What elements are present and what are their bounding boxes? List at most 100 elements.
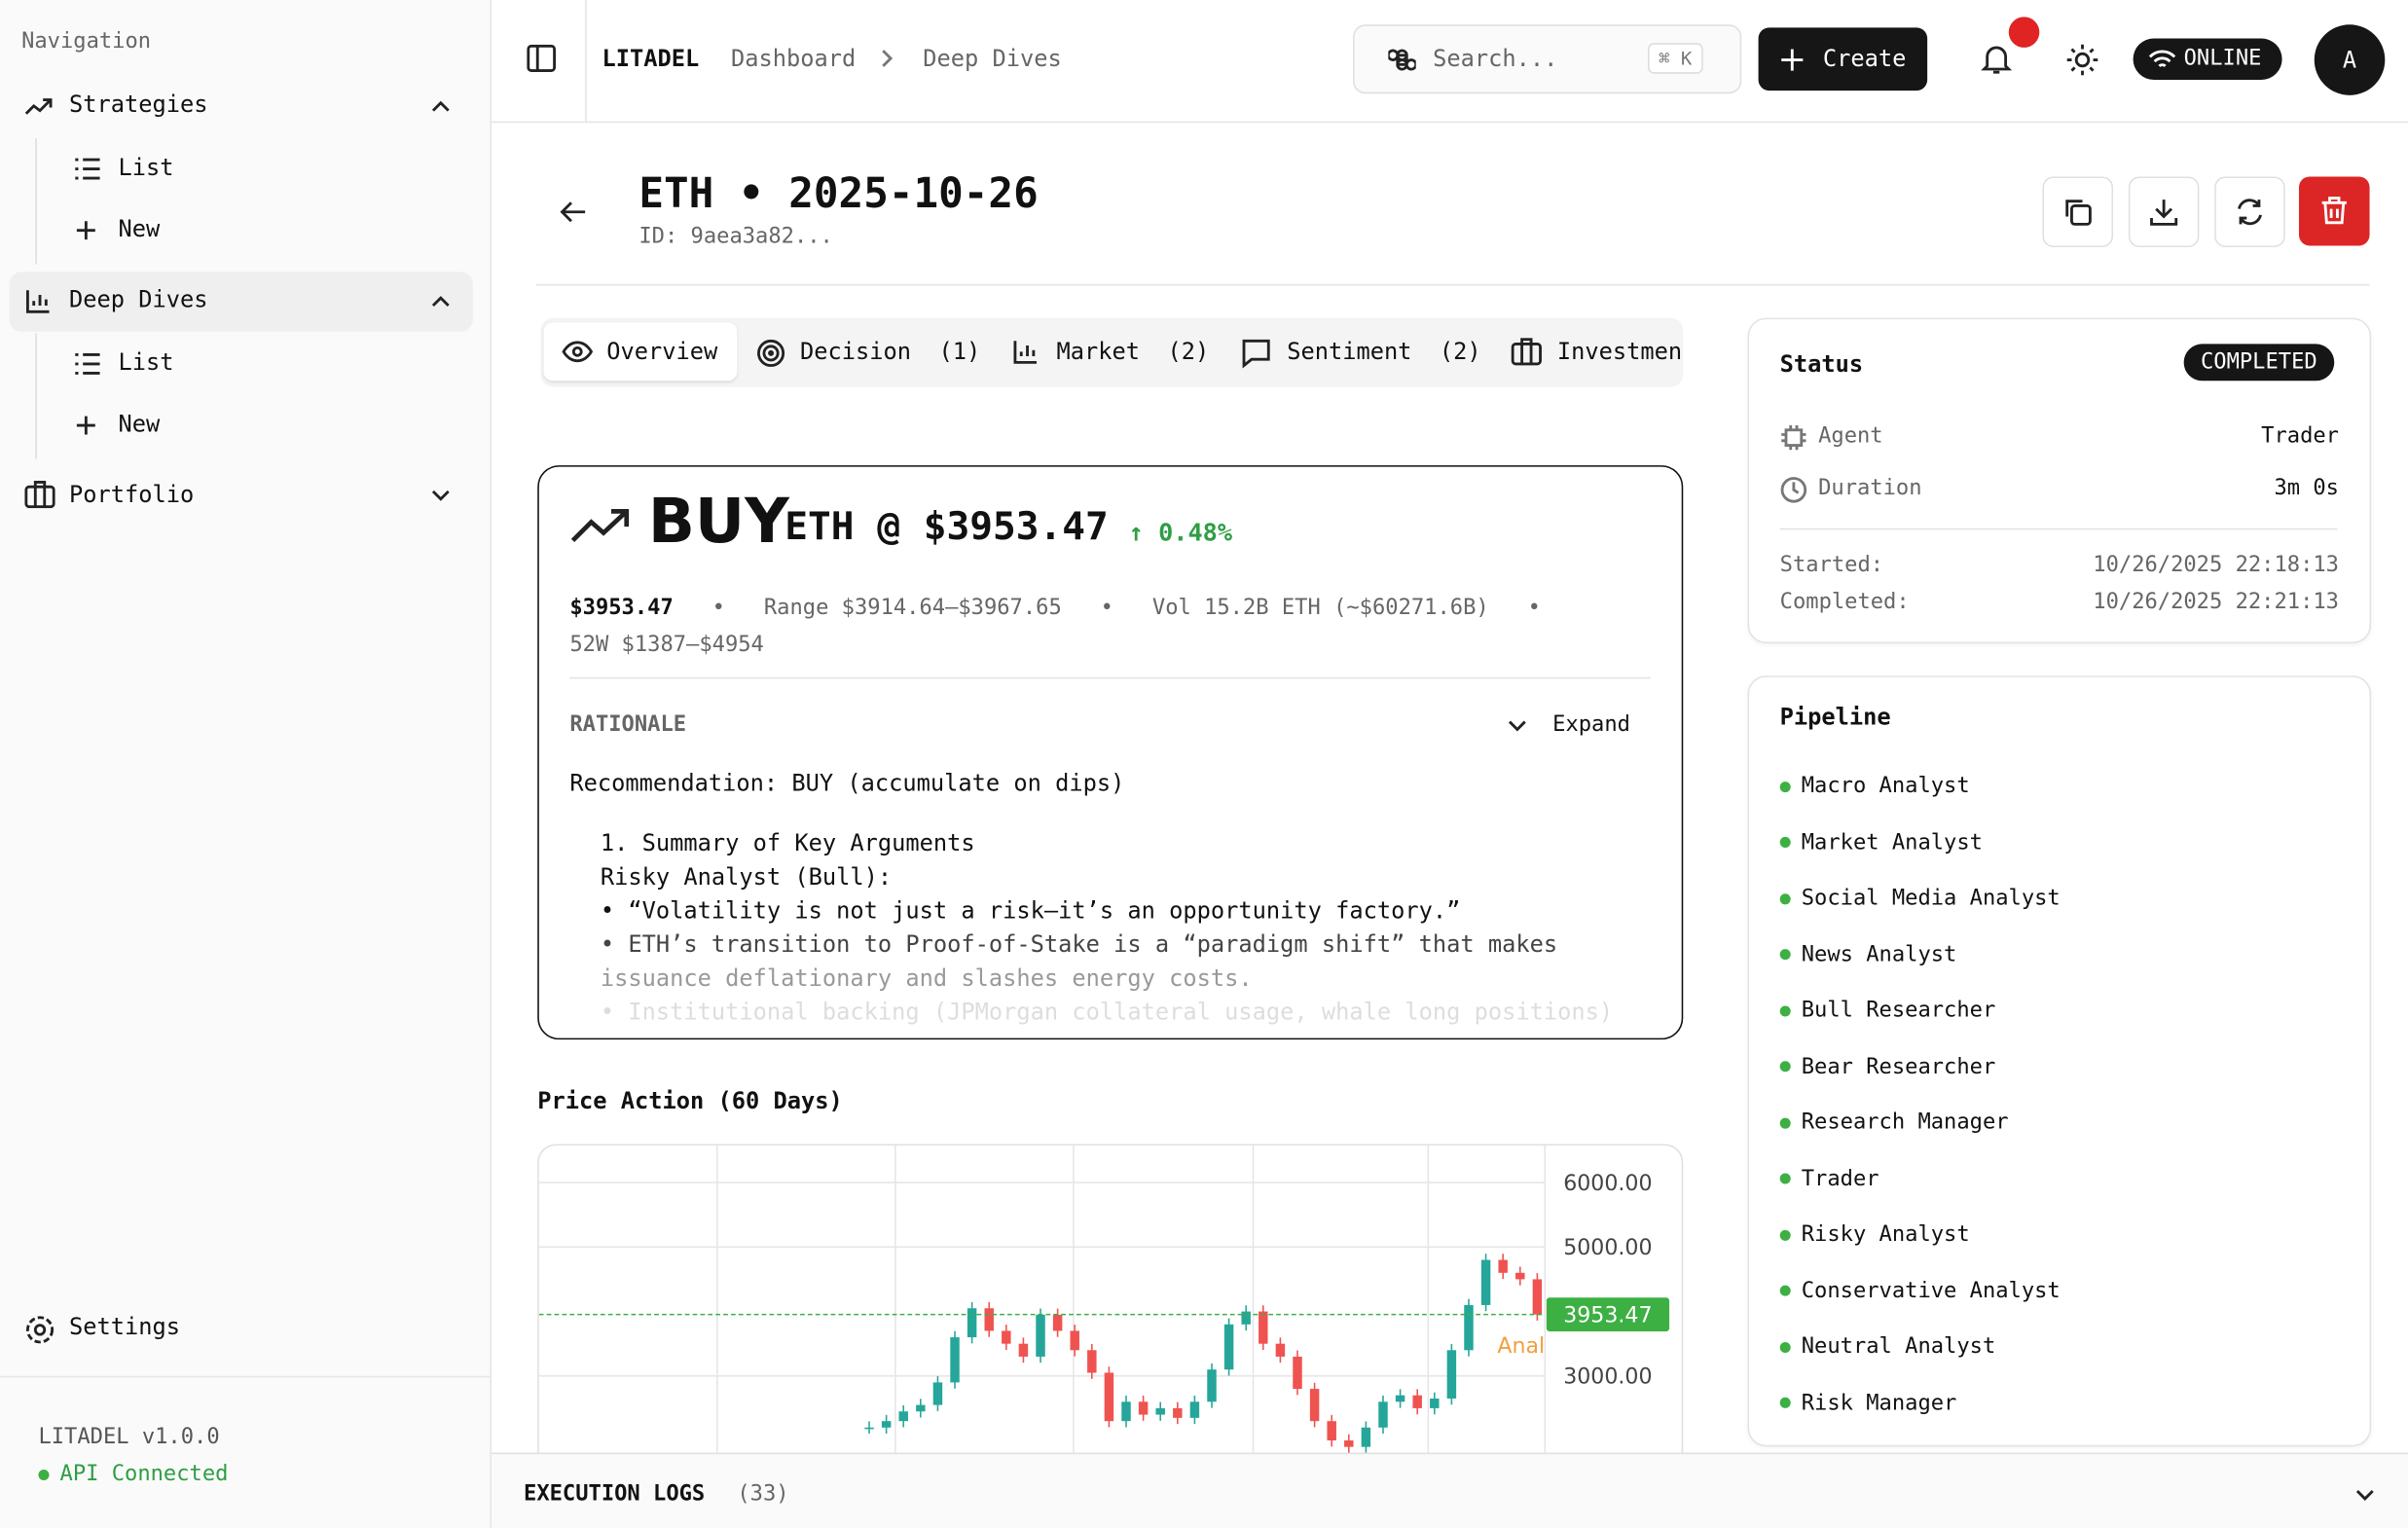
volume: Vol 15.2B ETH (~$60271.6B) (1151, 596, 1489, 621)
nav-item[interactable]: Portfolio (69, 480, 195, 509)
candle (1138, 1395, 1149, 1421)
candle (1480, 1254, 1491, 1312)
candle (1241, 1305, 1251, 1331)
candle (1309, 1382, 1320, 1428)
create-text: Create (1822, 44, 1907, 73)
duration-label: Duration (1818, 476, 1922, 501)
tab[interactable]: Overview (606, 338, 718, 366)
create-button[interactable]: Create (1758, 27, 1928, 91)
rationale-line: 1. Summary of Key Arguments (600, 829, 975, 857)
pipeline-step: Risk Manager (1779, 1391, 1956, 1415)
completed: 10/26/2025 22:21:13 (2093, 589, 2339, 615)
candle (1189, 1395, 1200, 1425)
rationale-line: • Institutional backing (JPMorgan collat… (600, 998, 1614, 1026)
nav-item[interactable]: New (118, 410, 161, 438)
step-dot (1779, 949, 1791, 961)
candle-body (1138, 1401, 1149, 1415)
candle-body (1155, 1407, 1165, 1415)
candle (932, 1376, 943, 1411)
candle (1070, 1325, 1079, 1357)
step-dot (1779, 1061, 1791, 1073)
candle (898, 1404, 908, 1428)
search-placeholder: Search... (1433, 44, 1558, 73)
candle (1275, 1337, 1286, 1364)
candle (1223, 1318, 1234, 1376)
delete-button[interactable] (2298, 176, 2370, 246)
pipeline-step: Trader (1779, 1166, 1879, 1191)
step-label: Social Media Analyst (1801, 886, 2061, 911)
sidebar: Navigation Strategies List New Deep Dive… (0, 0, 492, 1528)
agent: Trader (2261, 423, 2339, 449)
candle (916, 1399, 926, 1418)
candle (1052, 1308, 1063, 1337)
tab[interactable]: Decision (1) (800, 338, 981, 366)
pipeline-step: Bull Researcher (1779, 999, 1995, 1023)
tabs: Overview Decision (1) Market (2) Sentime… (540, 317, 1684, 387)
step-label: Risky Analyst (1801, 1221, 1970, 1248)
download-button[interactable] (2128, 176, 2200, 248)
candle-body (984, 1308, 994, 1331)
brand[interactable]: LITADEL (602, 44, 700, 73)
candle-body (1189, 1401, 1200, 1418)
step-label: Conservative Analyst (1801, 1278, 2061, 1303)
candle-body (1104, 1372, 1114, 1422)
nav-item[interactable]: List (118, 348, 174, 377)
completed-label: Completed: (1779, 589, 1910, 615)
candle-body (881, 1421, 892, 1428)
candle (984, 1301, 994, 1337)
candle-body (1498, 1259, 1508, 1273)
step-dot (1779, 1397, 1791, 1408)
candle-body (1480, 1259, 1491, 1305)
avatar[interactable]: A (2314, 24, 2386, 95)
step-dot (1779, 836, 1791, 848)
y-tick-label: 6000.00 (1563, 1172, 1652, 1196)
step-label: Macro Analyst (1801, 774, 1970, 799)
candle (1259, 1305, 1268, 1350)
step-label: Trader (1801, 1166, 1879, 1191)
candle-body (1532, 1279, 1543, 1315)
candle (1327, 1414, 1336, 1447)
shortcut: ⌘ K (1647, 43, 1703, 74)
candle-body (967, 1308, 977, 1338)
candle (1018, 1337, 1029, 1364)
duration: 3m 0s (2274, 476, 2339, 501)
status-title: Status (1779, 349, 1864, 379)
nav-item[interactable]: List (118, 153, 174, 182)
logs-bar[interactable]: EXECUTION LOGS (33) (491, 1452, 2408, 1528)
api-text: API Connected (59, 1462, 229, 1487)
candle-body (1121, 1401, 1131, 1422)
expand[interactable]: Expand (1552, 712, 1630, 738)
step-dot (1779, 1285, 1791, 1296)
nav-item[interactable]: Deep Dives (69, 285, 208, 313)
pipeline-step: Research Manager (1779, 1110, 2009, 1135)
rationale-line: • ETH’s transition to Proof-of-Stake is … (600, 930, 1558, 959)
search[interactable]: Search... ⌘ K (1353, 24, 1742, 94)
logs-count: (33) (737, 1481, 789, 1507)
nav-item[interactable]: Strategies (69, 91, 208, 119)
copy-button[interactable] (2042, 176, 2114, 248)
candle-body (1018, 1343, 1029, 1357)
breadcrumb[interactable]: Dashboard (731, 44, 857, 73)
header: LITADEL Dashboard Deep Dives Search... ⌘… (491, 0, 2408, 124)
step-label: Research Manager (1801, 1110, 2009, 1135)
rationale-line: • “Volatility is not just a risk—it’s an… (600, 896, 1461, 925)
refresh-button[interactable] (2214, 176, 2285, 248)
agent-label: Agent (1818, 423, 1883, 449)
candle-body (1446, 1350, 1457, 1399)
candle-body (1002, 1330, 1011, 1344)
candle (1412, 1389, 1422, 1415)
tab[interactable]: Investmen (1556, 338, 1683, 366)
tab[interactable]: Sentiment (2) (1287, 338, 1481, 366)
candle (1344, 1434, 1354, 1453)
candle (864, 1421, 874, 1435)
candle (1036, 1308, 1045, 1364)
tab[interactable]: Market (2) (1056, 338, 1210, 366)
nav-item[interactable]: New (118, 214, 161, 243)
price-stats: $3953.47 • Range $3914.64–$3967.65 • Vol… (569, 596, 1541, 658)
candle (881, 1414, 892, 1435)
pipeline-step: Neutral Analyst (1779, 1334, 1995, 1359)
status-card: Status COMPLETED Agent Trader Duration 3… (1747, 317, 2372, 644)
nav-item[interactable]: Settings (69, 1313, 180, 1341)
candle-body (932, 1382, 943, 1405)
